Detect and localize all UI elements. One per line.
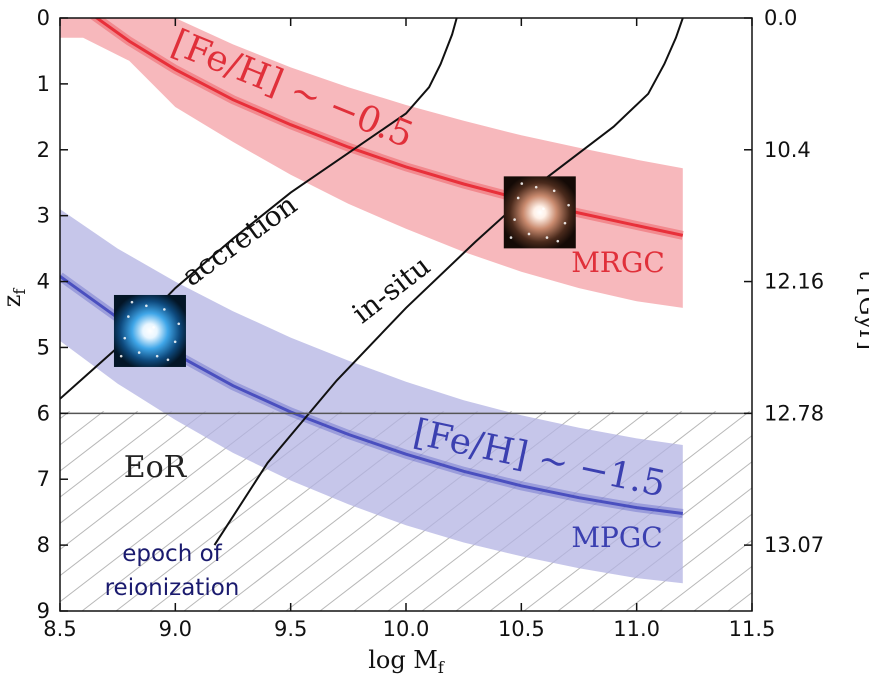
y-tick-label: 9	[37, 599, 50, 623]
ticks-layer: 8.5 9.0 9.5 10.0 10.5 11.0 11.5 0 1 2 3 4 5 6 7 8 9 0.0 10…	[37, 6, 825, 641]
y-tick-label: 7	[37, 467, 50, 491]
hatch-line	[60, 411, 105, 446]
y2-tick-label: 12.16	[764, 270, 824, 294]
y-tick-label: 5	[37, 335, 50, 359]
hatch-line	[60, 411, 207, 524]
hatch-line	[762, 411, 869, 611]
y-tick-label: 3	[37, 204, 50, 228]
x-tick-label: 9.5	[274, 617, 307, 641]
mrgc-label: MRGC	[571, 246, 665, 279]
insitu-label: in-situ	[346, 249, 436, 330]
y-tick-label: 0	[37, 6, 50, 30]
red-cluster-image	[503, 176, 576, 249]
epoch-label-line2: reionization	[105, 575, 240, 601]
x-axis-label: log Mf	[368, 646, 445, 677]
mrgc-line	[94, 18, 684, 237]
eor-label: EoR	[124, 450, 188, 485]
hatch-line	[659, 539, 752, 611]
y2-tick-label: 13.07	[764, 533, 824, 557]
y-tick-label: 1	[37, 72, 50, 96]
y-tick-label: 2	[37, 138, 50, 162]
y2-tick-label: 10.4	[764, 138, 811, 162]
y2-tick-label: 0.0	[764, 6, 797, 30]
x-tick-label: 11.5	[729, 617, 776, 641]
blue-cluster-image	[113, 294, 186, 367]
hatch-line	[60, 411, 139, 472]
x-tick-label: 10.0	[383, 617, 430, 641]
hatch-line	[864, 411, 869, 611]
hatch-line	[693, 565, 752, 611]
y-tick-label: 6	[37, 401, 50, 425]
y-tick-label: 8	[37, 533, 50, 557]
hatch-line	[557, 461, 752, 611]
hatch-line	[727, 591, 752, 611]
hatch-line	[0, 411, 2, 611]
hatch-line	[830, 411, 869, 611]
y-axis-label: zf	[0, 288, 29, 308]
x-tick-label: 10.5	[498, 617, 545, 641]
accretion-label: accretion	[176, 188, 303, 293]
cluster-images	[113, 176, 576, 367]
x-tick-label: 8.5	[43, 617, 76, 641]
y-tick-label: 4	[37, 270, 50, 294]
y2-tick-label: 12.78	[764, 401, 824, 425]
hatch-line	[0, 411, 36, 611]
y2-axis-label: t [Gyr]	[854, 270, 869, 350]
epoch-label-line1: epoch of	[122, 541, 222, 567]
hatch-line	[60, 411, 173, 498]
mpgc-label: MPGC	[571, 521, 662, 554]
mpgc-band	[60, 209, 683, 584]
x-tick-label: 9.0	[159, 617, 192, 641]
hatch-line	[60, 411, 241, 551]
x-tick-label: 11.0	[613, 617, 660, 641]
hatch-line	[796, 411, 869, 611]
